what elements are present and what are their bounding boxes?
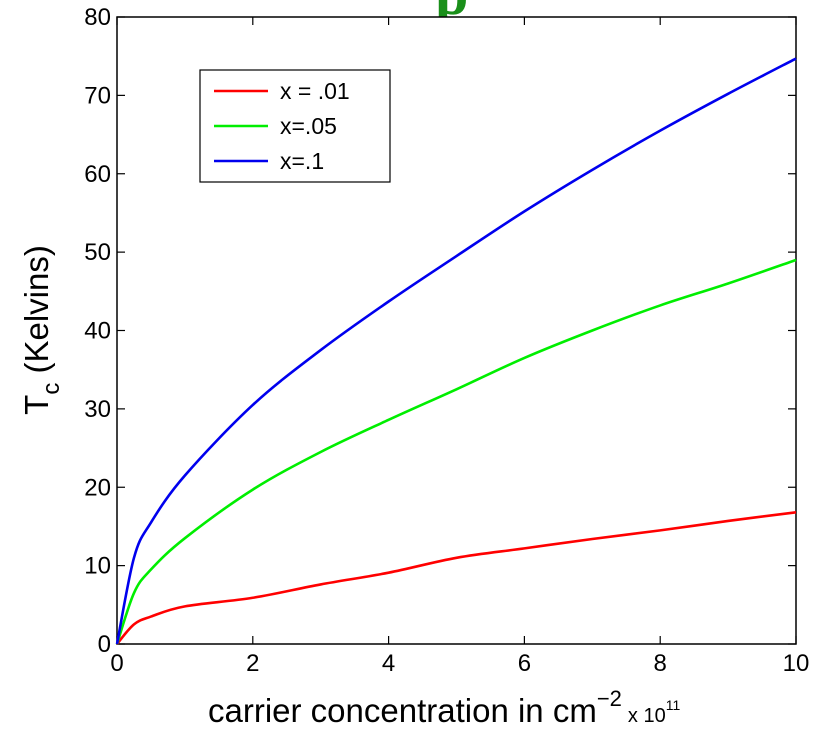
y-axis-title-rest: (Kelvins) (18, 245, 55, 383)
legend-entry-1: x=.05 (280, 113, 337, 139)
x-axis-multiplier-exponent: 11 (666, 697, 681, 713)
y-tick-label: 10 (84, 553, 111, 580)
series-line-0 (116, 511, 797, 645)
x-tick-label: 6 (518, 650, 531, 677)
y-tick-label: 60 (84, 161, 111, 188)
y-tick-label: 50 (84, 239, 111, 266)
axis-ticks: 0 2 4 6 8 10 0 10 20 30 40 50 60 70 80 (84, 4, 809, 677)
y-axis-title-main: T (18, 395, 55, 415)
x-axis-multiplier: x 10 (628, 705, 666, 727)
y-tick-label: 80 (84, 4, 111, 31)
legend: x = .01 x=.05 x=.1 (199, 69, 391, 183)
series-line-2 (115, 57, 797, 645)
legend-entry-2: x=.1 (280, 148, 324, 174)
legend-entry-0: x = .01 (280, 78, 350, 104)
x-tick-label: 2 (246, 650, 259, 677)
x-axis-title-superscript: −2 (597, 686, 622, 711)
x-tick-label: 10 (783, 650, 810, 677)
x-tick-label: 0 (110, 650, 123, 677)
x-axis-title-main: carrier concentration in cm (208, 692, 597, 729)
y-axis-title: Tc (Kelvins) (18, 245, 65, 415)
series-lines (115, 57, 797, 645)
y-tick-label: 30 (84, 396, 111, 423)
y-tick-label: 0 (98, 631, 111, 658)
x-tick-label: 8 (654, 650, 667, 677)
y-tick-label: 20 (84, 474, 111, 501)
y-tick-label: 40 (84, 318, 111, 345)
series-line-1 (115, 258, 797, 645)
y-axis-title-subscript: c (38, 383, 65, 395)
y-tick-label: 70 (84, 82, 111, 109)
x-tick-label: 4 (382, 650, 395, 677)
x-axis-title: carrier concentration in cm−2 x 1011 (208, 686, 680, 729)
